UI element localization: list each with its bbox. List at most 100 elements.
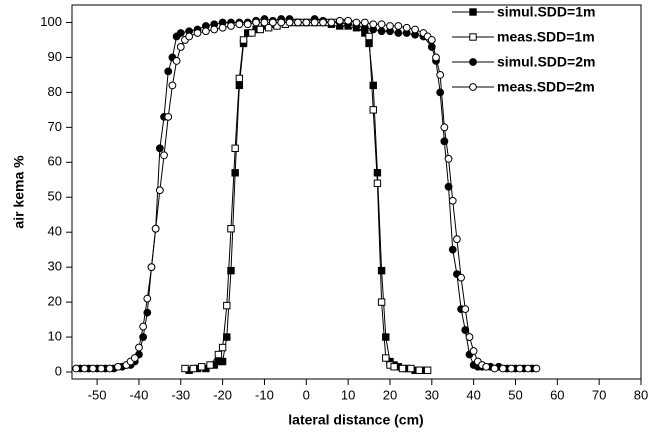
y-tick-label: 100: [40, 14, 62, 29]
data-point: [432, 53, 440, 62]
data-point: [394, 29, 403, 37]
data-point: [398, 364, 407, 373]
data-point: [277, 18, 286, 27]
data-point: [440, 123, 449, 132]
series-line: [189, 21, 424, 371]
data-point: [97, 364, 106, 373]
data-point: [235, 20, 244, 29]
y-tick-label: 80: [48, 84, 62, 99]
data-point: [218, 343, 227, 352]
legend-marker: [469, 58, 477, 66]
data-point: [390, 363, 398, 371]
data-point: [223, 333, 231, 341]
data-point: [197, 363, 206, 371]
y-tick-label: 0: [55, 363, 62, 378]
data-point: [243, 20, 252, 29]
data-point: [176, 29, 185, 37]
y-tick-label: 90: [48, 49, 62, 64]
series-line: [184, 21, 428, 371]
x-tick-label: 60: [550, 387, 564, 402]
data-point: [524, 364, 532, 373]
data-point: [377, 298, 386, 306]
legend-marker: [469, 83, 477, 91]
x-tick-label: -10: [255, 387, 274, 402]
x-tick-label: 70: [592, 387, 606, 402]
data-point: [465, 333, 474, 341]
data-point: [469, 347, 478, 355]
data-point: [139, 322, 148, 331]
data-point: [457, 273, 465, 282]
x-tick-label: 0: [303, 387, 310, 402]
data-point: [377, 266, 386, 275]
data-point: [105, 364, 114, 373]
data-point: [143, 294, 152, 303]
data-point: [294, 18, 302, 27]
data-point: [327, 18, 336, 27]
data-point: [360, 18, 369, 27]
legend-label: simul.SDD=1m: [497, 4, 595, 20]
data-point: [130, 354, 139, 362]
data-point: [507, 364, 516, 373]
data-point: [164, 112, 173, 121]
data-point: [453, 235, 461, 244]
data-point: [490, 364, 499, 373]
data-point: [394, 22, 403, 30]
y-tick-label: 10: [48, 328, 62, 343]
data-point: [235, 74, 244, 83]
x-axis-label: lateral distance (cm): [288, 412, 423, 428]
data-point: [448, 245, 457, 254]
data-point: [160, 151, 168, 160]
x-tick-label: 10: [341, 387, 355, 402]
data-point: [382, 354, 390, 362]
x-tick-label: 40: [466, 387, 480, 402]
data-point: [448, 196, 457, 205]
legend-label: simul.SDD=2m: [497, 54, 595, 70]
data-point: [310, 18, 319, 27]
data-point: [193, 29, 202, 37]
legend-marker: [469, 33, 477, 41]
data-point: [369, 81, 377, 90]
y-tick-label: 40: [48, 224, 62, 239]
y-tick-label: 60: [48, 154, 62, 169]
data-point: [436, 88, 445, 97]
data-point: [223, 301, 231, 310]
data-point: [256, 25, 264, 34]
data-point: [252, 18, 260, 27]
data-point: [231, 169, 239, 177]
x-tick-label: 50: [508, 387, 522, 402]
data-point: [407, 364, 415, 373]
data-point: [373, 179, 382, 187]
data-point: [80, 364, 89, 373]
x-tick-label: 20: [383, 387, 397, 402]
data-point: [369, 106, 377, 114]
data-point: [239, 36, 248, 44]
data-point: [135, 343, 143, 352]
x-tick-label: 30: [425, 387, 439, 402]
data-point: [352, 18, 361, 27]
data-point: [151, 224, 160, 233]
data-point: [423, 366, 432, 374]
data-point: [231, 144, 239, 153]
data-point: [172, 57, 181, 65]
y-tick-label: 30: [48, 259, 62, 274]
x-tick-label: -20: [213, 387, 232, 402]
data-point: [444, 182, 453, 191]
data-point: [72, 364, 81, 373]
data-point: [114, 362, 122, 371]
data-point: [302, 18, 311, 27]
data-point: [382, 333, 390, 341]
data-point: [89, 364, 97, 373]
data-point: [155, 144, 164, 153]
data-point: [411, 25, 419, 34]
data-point: [218, 23, 227, 32]
data-point: [344, 16, 353, 25]
data-point: [377, 20, 386, 29]
x-tick-label: -40: [130, 387, 149, 402]
legend-label: meas.SDD=1m: [497, 29, 595, 45]
data-point: [386, 22, 394, 30]
data-point: [168, 81, 177, 90]
data-point: [206, 361, 214, 369]
data-point: [532, 364, 541, 373]
data-point: [176, 43, 185, 51]
